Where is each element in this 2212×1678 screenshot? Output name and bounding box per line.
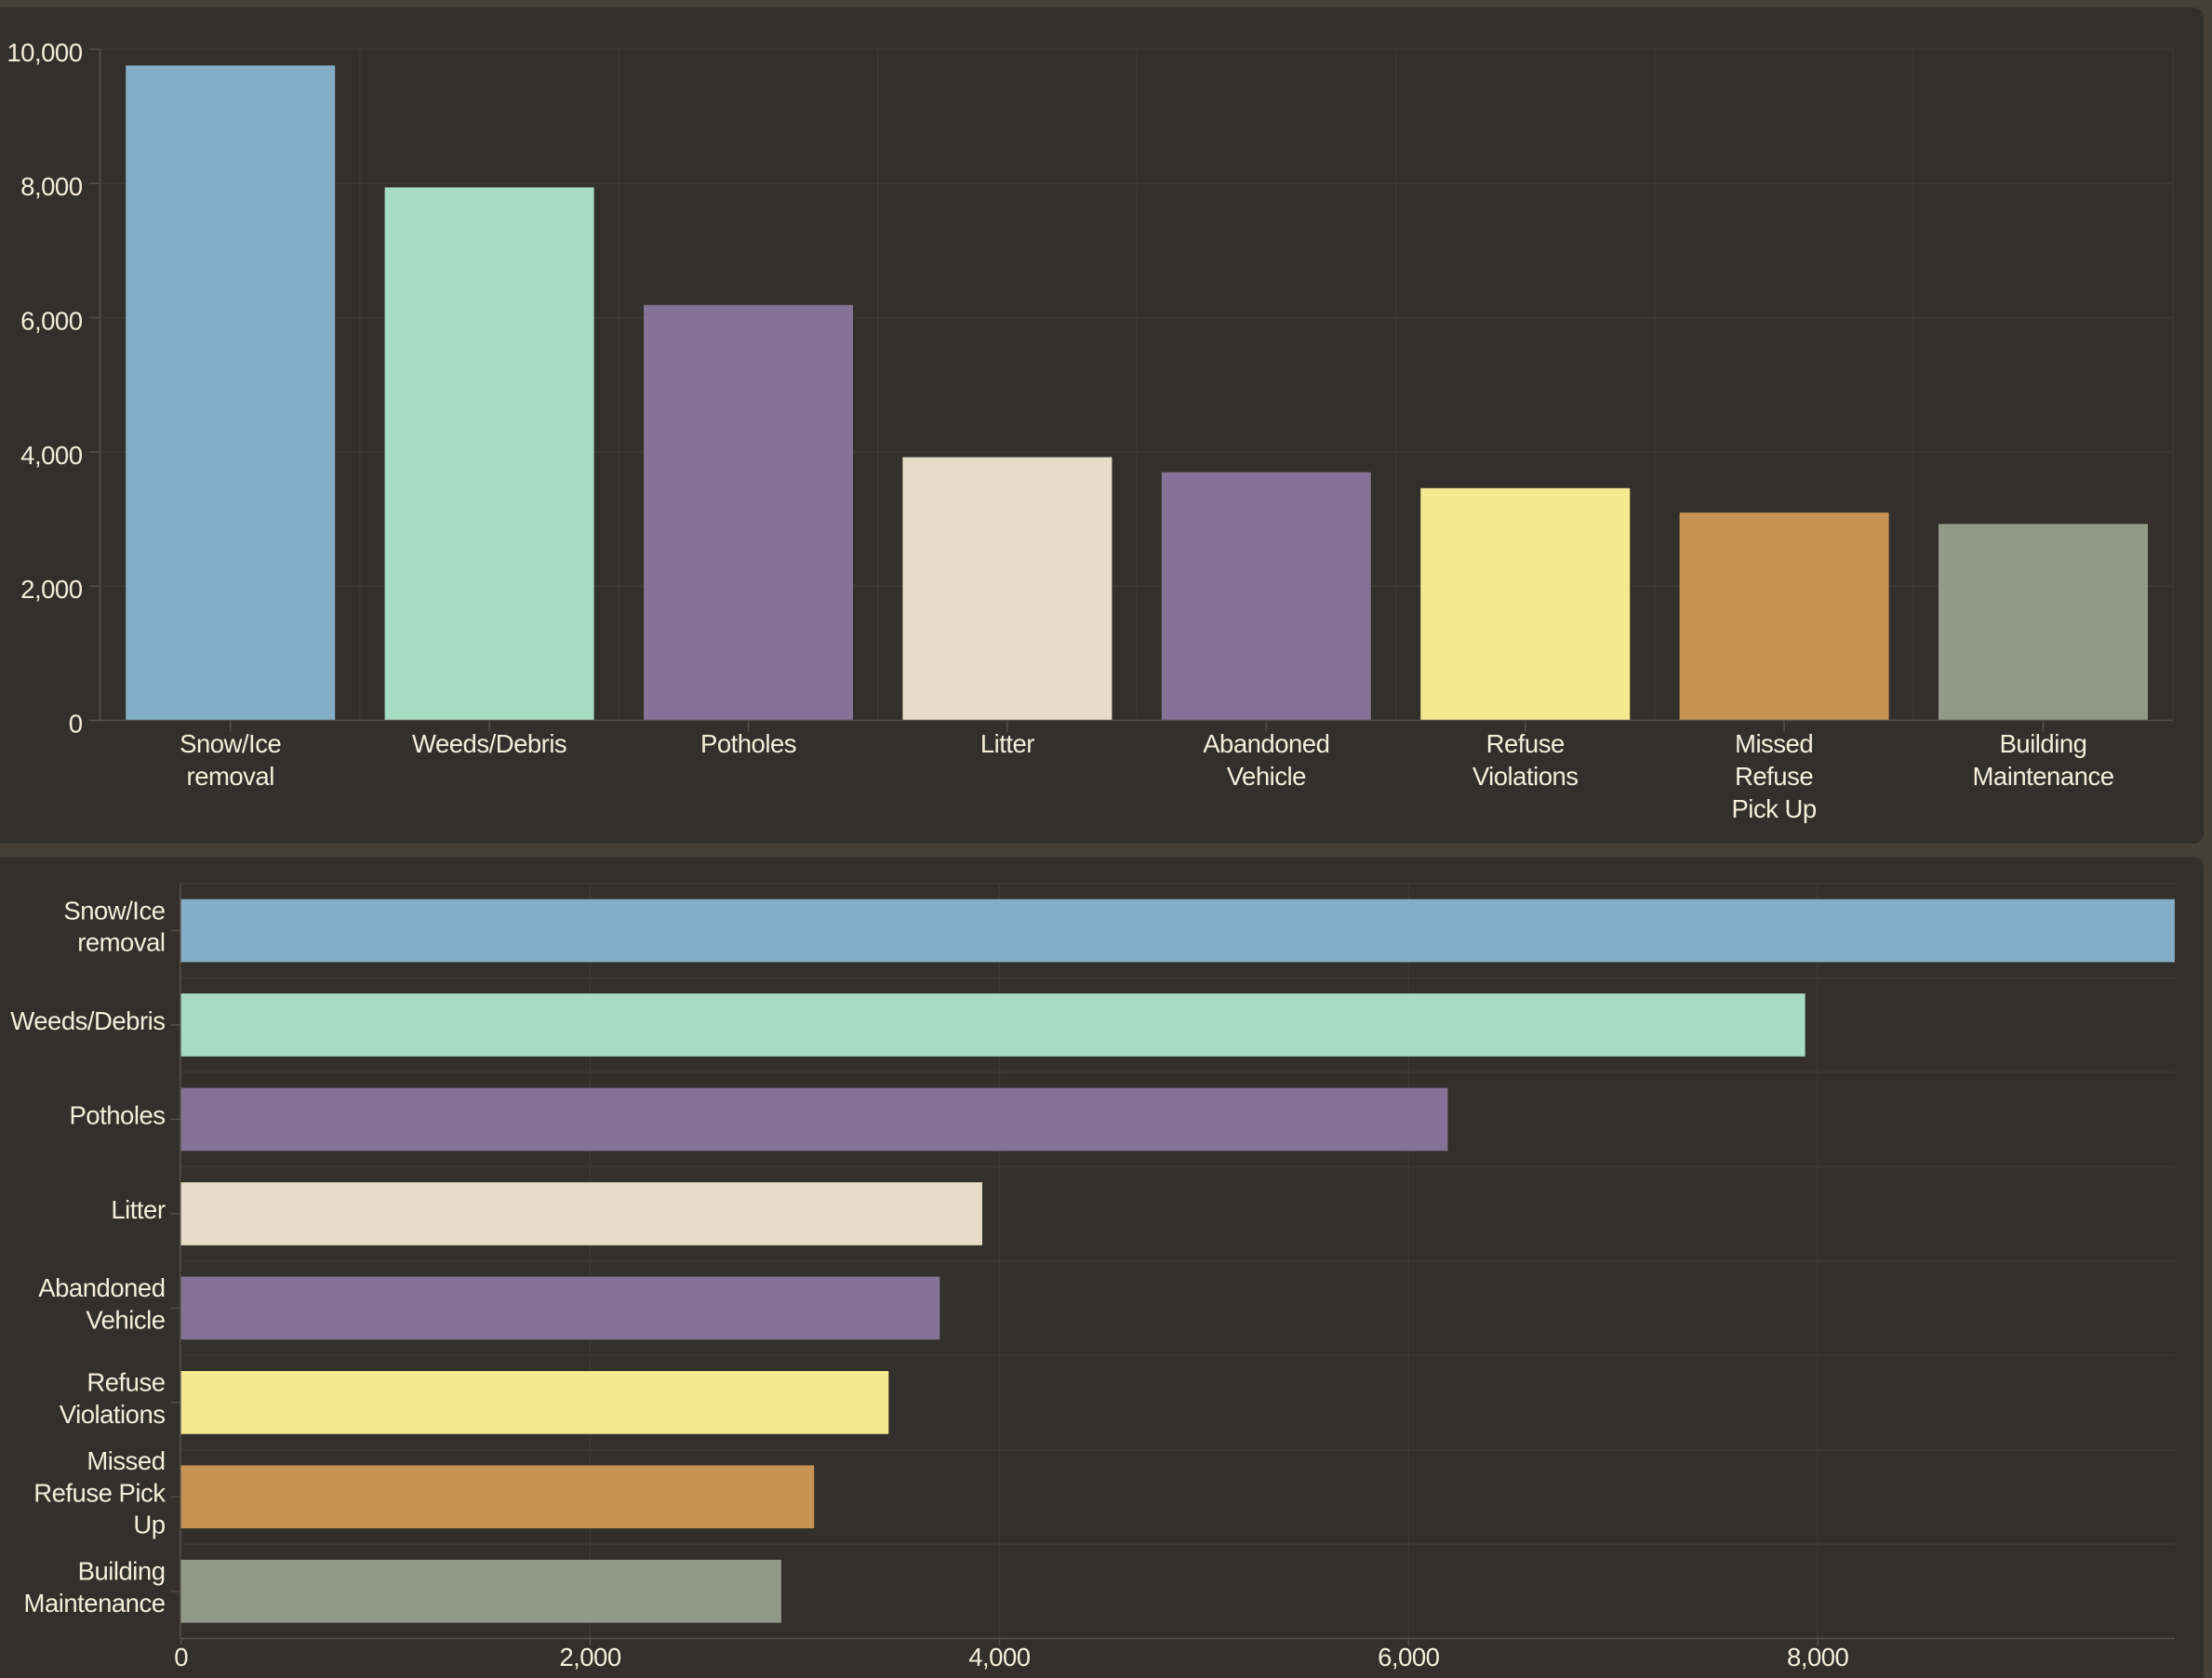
svg-text:Refuse: Refuse — [1735, 762, 1813, 791]
svg-text:Vehicle: Vehicle — [86, 1306, 165, 1335]
svg-text:Missed: Missed — [87, 1446, 165, 1475]
svg-text:Litter: Litter — [980, 729, 1034, 758]
svg-text:Building: Building — [2000, 729, 2087, 758]
svg-text:8,000: 8,000 — [1787, 1643, 1849, 1671]
svg-text:Weeds/Debris: Weeds/Debris — [412, 729, 566, 758]
svg-text:2,000: 2,000 — [559, 1643, 621, 1671]
svg-text:6,000: 6,000 — [20, 307, 83, 336]
svg-text:Maintenance: Maintenance — [1973, 762, 2114, 791]
svg-text:Snow/Ice: Snow/Ice — [180, 729, 281, 758]
svg-text:10,000: 10,000 — [7, 38, 82, 67]
svg-text:Refuse: Refuse — [87, 1368, 165, 1397]
svg-text:Vehicle: Vehicle — [1227, 762, 1306, 791]
svg-text:Up: Up — [133, 1511, 165, 1539]
svg-text:Abandoned: Abandoned — [38, 1273, 165, 1302]
svg-text:Refuse: Refuse — [1486, 729, 1565, 758]
svg-text:Potholes: Potholes — [69, 1100, 165, 1129]
svg-text:Pick Up: Pick Up — [1731, 794, 1816, 823]
svg-text:Building: Building — [78, 1557, 166, 1586]
svg-text:Violations: Violations — [60, 1400, 166, 1429]
svg-text:Violations: Violations — [1472, 762, 1579, 791]
svg-text:8,000: 8,000 — [20, 172, 83, 201]
svg-text:6,000: 6,000 — [1378, 1643, 1440, 1671]
svg-text:0: 0 — [174, 1643, 188, 1671]
svg-text:0: 0 — [69, 710, 83, 739]
svg-text:Weeds/Debris: Weeds/Debris — [10, 1006, 165, 1035]
svg-text:Maintenance: Maintenance — [24, 1589, 166, 1618]
svg-text:2,000: 2,000 — [20, 575, 83, 604]
svg-text:Snow/Ice: Snow/Ice — [63, 896, 165, 925]
svg-text:4,000: 4,000 — [20, 441, 83, 470]
svg-text:removal: removal — [187, 762, 274, 791]
svg-text:removal: removal — [77, 928, 165, 957]
svg-text:Potholes: Potholes — [700, 729, 796, 758]
svg-text:Litter: Litter — [111, 1195, 165, 1224]
svg-text:4,000: 4,000 — [968, 1643, 1031, 1671]
svg-text:Missed: Missed — [1735, 729, 1813, 758]
svg-text:Refuse Pick: Refuse Pick — [33, 1478, 166, 1507]
svg-text:Abandoned: Abandoned — [1203, 729, 1329, 758]
